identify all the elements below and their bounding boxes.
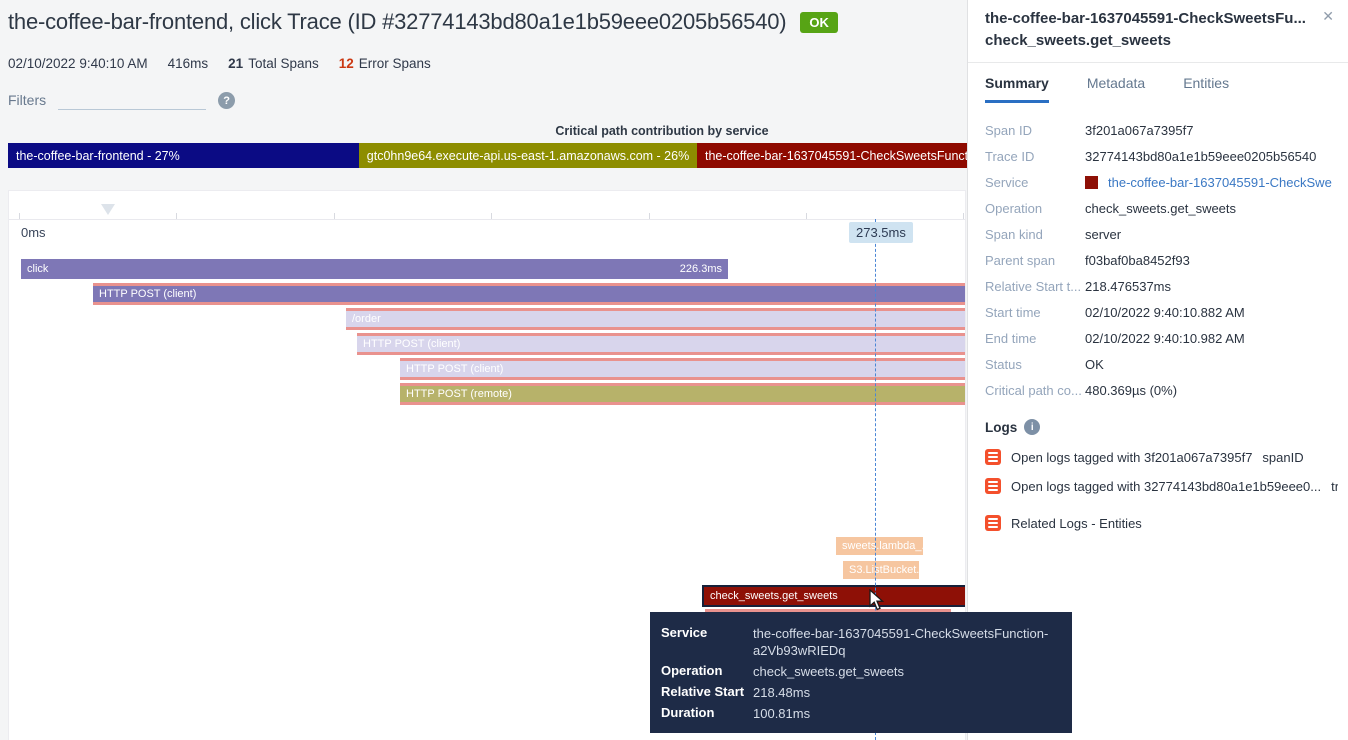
timeline-marker-line [875,219,876,740]
log-link-span-id[interactable]: Open logs tagged with 3f201a067a7395f7 s… [985,449,1338,465]
critical-path-segment-frontend: the-coffee-bar-frontend - 27% [8,143,359,168]
timeline-origin-label: 0ms [21,225,46,240]
timeline-ruler [9,219,965,220]
page-title: the-coffee-bar-frontend, click Trace (ID… [8,9,787,34]
mouse-cursor [869,589,885,611]
field-status: Status OK [985,356,1104,372]
tab-metadata[interactable]: Metadata [1086,75,1146,91]
tab-entities[interactable]: Entities [1183,75,1230,91]
filters-row: Filters ? [8,90,236,110]
error-spans: 12 Error Spans [338,56,431,71]
close-icon[interactable]: ✕ [1322,8,1334,24]
ruler-tick [176,213,177,219]
span-bar-order[interactable]: /order [346,308,965,330]
logs-links: Open logs tagged with 3f201a067a7395f7 s… [968,435,1348,531]
minimap-marker-icon [101,204,115,215]
panel-tabs: Summary Metadata Entities [968,63,1348,103]
critical-path-title: Critical path contribution by service [555,124,769,138]
logs-icon [985,449,1001,465]
span-bar-click[interactable]: click 226.3ms [21,259,728,279]
span-duration-label: 226.3ms [679,263,722,275]
field-span-id: Span ID 3f201a067a7395f7 [985,122,1194,138]
span-bar-http-post-remote[interactable]: HTTP POST (remote) [400,383,965,405]
span-bar-http-post-client-3[interactable]: HTTP POST (client) [400,358,965,380]
field-relative-start: Relative Start t... 218.476537ms [985,278,1172,294]
logs-icon [985,515,1001,531]
ruler-tick [334,213,335,219]
span-bar-check-sweets-selected[interactable]: check_sweets.get_sweets [702,585,965,607]
log-link-related-entities[interactable]: Related Logs - Entities [985,515,1338,531]
service-color-swatch [1085,175,1098,189]
field-start-time: Start time 02/10/2022 9:40:10.882 AM [985,304,1245,320]
help-icon[interactable]: ? [218,92,236,109]
ruler-tick [649,213,650,219]
total-spans: 21 Total Spans [228,56,319,71]
field-end-time: End time 02/10/2022 9:40:10.982 AM [985,330,1245,346]
span-bar-http-post-client-2[interactable]: HTTP POST (client) [357,333,965,355]
field-service: Service the-coffee-bar-1637045591-CheckS… [985,169,1332,195]
panel-header: the-coffee-bar-1637045591-CheckSweetsFu.… [968,0,1348,62]
trace-duration: 416ms [167,56,209,71]
trace-meta-row: 02/10/2022 9:40:10 AM 416ms 21 Total Span… [8,56,431,71]
ruler-tick [19,213,20,219]
logs-icon [985,478,1001,494]
span-bar-sweets-lambda[interactable]: sweets.lambda_... [836,537,923,555]
filters-label: Filters [8,92,47,108]
ruler-tick [806,213,807,219]
panel-title-operation: check_sweets.get_sweets [985,32,1171,49]
ruler-tick [963,213,964,219]
field-span-kind: Span kind server [985,226,1122,242]
tab-summary[interactable]: Summary [985,75,1049,103]
trace-timestamp: 02/10/2022 9:40:10 AM [8,56,148,71]
filters-input[interactable] [58,90,207,110]
span-tooltip: Service the-coffee-bar-1637045591-CheckS… [650,612,1072,733]
span-bar-s3-listbucket[interactable]: S3.ListBucket... [843,561,919,579]
log-link-trace-id[interactable]: Open logs tagged with 32774143bd80a1e1b5… [985,478,1338,494]
service-link[interactable]: the-coffee-bar-1637045591-CheckSweetsFun… [1108,174,1332,190]
divider [968,62,1348,63]
page-header: the-coffee-bar-frontend, click Trace (ID… [8,9,838,35]
critical-path-segment-apigateway: gtc0hn9e64.execute-api.us-east-1.amazona… [359,143,697,168]
field-critical-path: Critical path co... 480.369µs (0%) [985,382,1178,398]
panel-title-service: the-coffee-bar-1637045591-CheckSweetsFu.… [985,10,1306,27]
summary-fields: Span ID 3f201a067a7395f7 Trace ID 327741… [968,103,1348,403]
timeline-marker-label: 273.5ms [849,222,913,243]
status-badge: OK [800,11,838,33]
field-parent-span: Parent span f03baf0ba8452f93 [985,252,1190,268]
waterfall-chart: 0ms 273.5ms click 226.3ms HTTP POST (cli… [8,190,966,740]
span-bar-http-post-client-1[interactable]: HTTP POST (client) [93,283,965,305]
field-operation: Operation check_sweets.get_sweets [985,200,1237,216]
field-trace-id: Trace ID 32774143bd80a1e1b59eee0205b5654… [985,148,1317,164]
info-icon[interactable]: i [1024,419,1041,435]
logs-heading: Logs i [968,403,1348,435]
ruler-tick [491,213,492,219]
